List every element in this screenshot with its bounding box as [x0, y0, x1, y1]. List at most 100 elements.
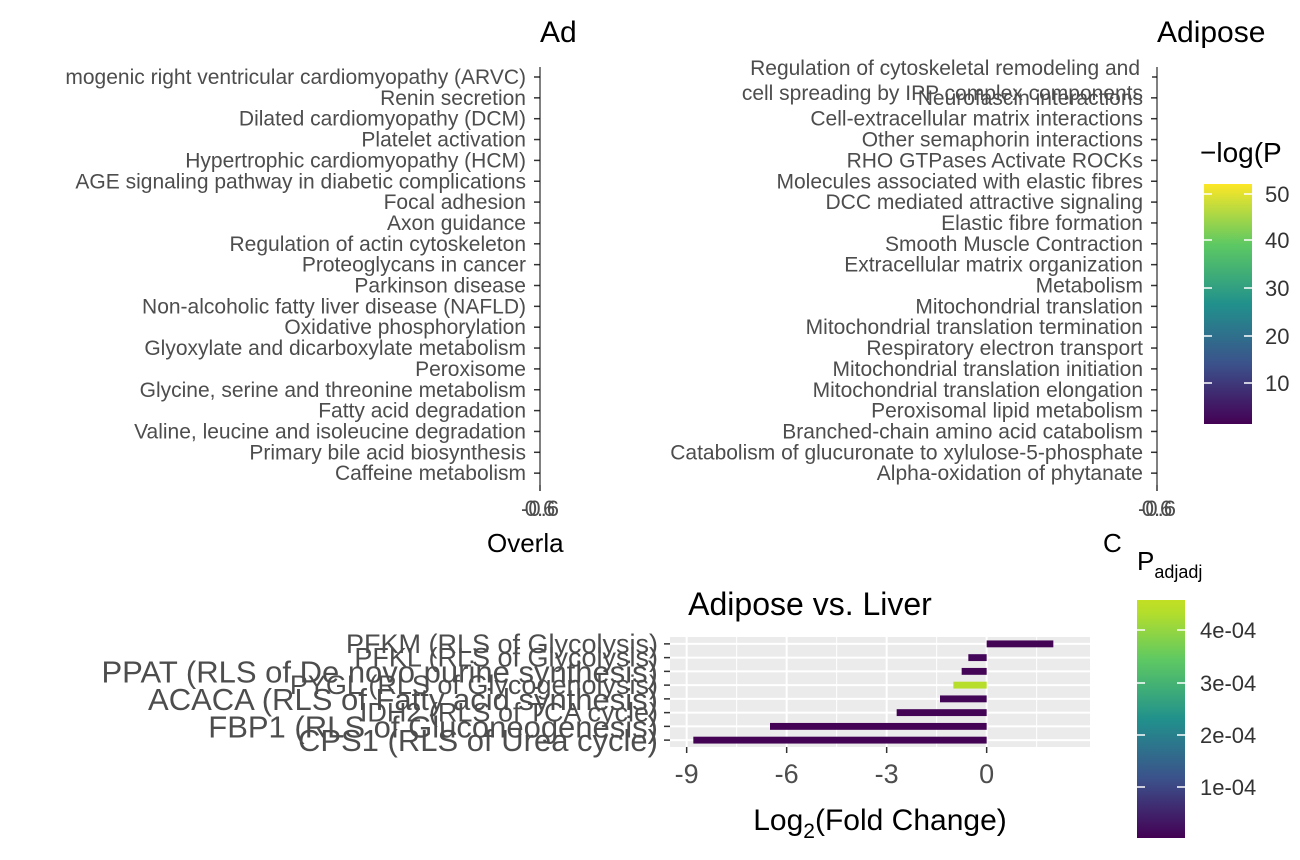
legend-bottom-colorbar: [1137, 600, 1185, 838]
chart-title: Adipose vs. Liver: [688, 586, 932, 622]
panel-top-right-term-label: Mitochondrial translation termination: [806, 316, 1143, 339]
panel-top-left-terms: mogenic right ventricular cardiomyopathy…: [65, 66, 540, 485]
chart-x-tick-label: -3: [875, 759, 899, 789]
chart-x-tick-label: -6: [775, 759, 799, 789]
chart-bar: [953, 681, 987, 689]
legend-top-ticks: 50 40 30 20 10: [1204, 182, 1289, 396]
panel-top-left-term-label: Valine, leucine and isoleucine degradati…: [134, 420, 526, 443]
legend-bottom-tick-label: 1e-04: [1200, 775, 1256, 800]
chart-x-tick-label: -9: [675, 759, 699, 789]
panel-top-right-term-label: Branched-chain amino acid catabolism: [782, 420, 1143, 443]
panel-top-left-term-label: Renin secretion: [380, 87, 526, 110]
chart-x-axis-label: Log2(Fold Change): [753, 804, 1007, 843]
panel-top-right-term-label: Extracellular matrix organization: [844, 254, 1143, 277]
chart-bars: [693, 640, 1054, 744]
panel-top-right-term-label: Peroxisomal lipid metabolism: [871, 400, 1143, 423]
legend-top-colorbar: [1204, 184, 1252, 424]
panel-top-left-x-label: Overla: [487, 528, 564, 558]
panel-top-right-term-label: Molecules associated with elastic fibres: [777, 170, 1144, 193]
panel-top-left-term-label: Caffeine metabolism: [335, 462, 526, 485]
panel-top-left-term-label: Dilated cardiomyopathy (DCM): [239, 108, 526, 131]
legend-top-tick-label: 20: [1265, 324, 1289, 349]
chart-y-tick-label: PPAT (RLS of De novo purine synthesis): [101, 654, 658, 689]
chart-x-tick-label: 0: [979, 759, 994, 789]
panel-top-left-x-tick-label-1: -0.6: [521, 496, 559, 521]
panel-top-left-term-label: Fatty acid degradation: [318, 400, 526, 423]
panel-top-left-term-label: Parkinson disease: [354, 275, 526, 298]
legend-bottom: Padjadj 4e-04 3e-04 2e-04 1e-04: [1137, 546, 1256, 838]
legend-bottom-tick-label: 3e-04: [1200, 671, 1256, 696]
panel-top-left-title: Ad: [540, 16, 577, 49]
panel-top-right-term-label: Metabolism: [1036, 275, 1143, 298]
panel-top-right-term-label: Mitochondrial translation initiation: [833, 358, 1144, 381]
chart-y-labels: PFKM (RLS of Glycolysis)PFKL (RLS of Gly…: [101, 629, 670, 758]
panel-top-right-term-label: Mitochondrial translation: [915, 295, 1143, 318]
panel-top-left-clip: Ad mogenic right ventricular cardiomyopa…: [65, 16, 576, 558]
legend-top-tick-label: 10: [1265, 371, 1289, 396]
legend-top: −log(P 50 40 30 20 10: [1200, 137, 1289, 424]
chart-y-tick-label: PYGL (RLS of Glycogenolysis): [290, 670, 658, 700]
panel-top-left-term-label: Proteoglycans in cancer: [302, 254, 526, 277]
chart-bar: [693, 736, 987, 744]
panel-top-right-title: Adipose: [1157, 16, 1265, 49]
chart-y-tick-label: PFKL (RLS of Glycolysis): [354, 643, 658, 673]
panel-top-right-x-tick-label-1: -0.6: [1138, 496, 1176, 521]
panel-top-right-term-label: Alpha-oxidation of phytanate: [877, 462, 1143, 485]
panel-top-right-terms: Neurofascin interactionsCell-extracellul…: [670, 87, 1157, 485]
panel-top-left-term-label: Primary bile acid biosynthesis: [249, 441, 526, 464]
panel-top-left-term-label: Axon guidance: [387, 212, 526, 235]
panel-top-right-x-tick-label-2: 0.6: [1142, 496, 1173, 521]
panel-top-right-term-label: Respiratory electron transport: [866, 337, 1143, 360]
chart-bar: [986, 640, 1054, 648]
panel-top-left-x-tick-label-2: 0.6: [525, 496, 556, 521]
chart-y-tick-label: ACACA (RLS of Fatty acid synthesis): [148, 682, 658, 717]
panel-top-right-term-label: DCC mediated attractive signaling: [826, 191, 1143, 214]
panel-top-left-term-label: Hypertrophic cardiomyopathy (HCM): [185, 149, 526, 172]
panel-top-right-term-label: RHO GTPases Activate ROCKs: [847, 149, 1143, 172]
chart-y-tick-label: CPS1 (RLS of Urea cycle): [298, 723, 658, 758]
legend-top-title: −log(P: [1200, 137, 1282, 168]
panel-top-right-term-label: Elastic fibre formation: [941, 212, 1143, 235]
legend-bottom-tick-label: 4e-04: [1200, 618, 1256, 643]
panel-top-right-term-label: Neurofascin interactions: [918, 87, 1143, 110]
panel-top-right-term-label: Other semaphorin interactions: [862, 129, 1143, 152]
panel-top-right-term-1-line-2: cell spreading by IPP complex components: [742, 82, 1143, 105]
legend-top-tick-label: 50: [1265, 182, 1289, 207]
chart-bar: [896, 709, 987, 717]
bottom-chart: Adipose vs. Liver PFKM (RLS of Glycolysi…: [101, 586, 1090, 843]
chart-bar: [968, 654, 987, 662]
panel-top-left-term-label: Non-alcoholic fatty liver disease (NAFLD…: [142, 295, 526, 318]
panel-top-left-term-label: Focal adhesion: [384, 191, 526, 214]
panel-top-left-term-label: Peroxisome: [415, 358, 526, 381]
chart-bar: [940, 695, 987, 703]
panel-top-right-x-label: C: [1103, 528, 1122, 558]
panel-top-left-term-label: Glycine, serine and threonine metabolism: [140, 379, 526, 402]
panel-top-left-term-label: Regulation of actin cytoskeleton: [229, 233, 526, 256]
legend-bottom-title: Padjadj: [1137, 546, 1202, 582]
chart-y-tick-label: FBP1 (RLS of Gluconeogenesis): [208, 709, 658, 744]
panel-top-left-term-label: AGE signaling pathway in diabetic compli…: [75, 170, 526, 193]
legend-top-tick-label: 30: [1265, 276, 1289, 301]
legend-bottom-tick-label: 2e-04: [1200, 723, 1256, 748]
panel-top-left-term-label: Platelet activation: [361, 129, 526, 152]
panel-top-left-term-label: mogenic right ventricular cardiomyopathy…: [65, 66, 526, 89]
chart-bar: [770, 722, 987, 730]
panel-top-left-term-label: Glyoxylate and dicarboxylate metabolism: [144, 337, 526, 360]
chart-x-ticks: -9 -6 -3 0: [675, 747, 994, 789]
chart-bar: [961, 667, 987, 675]
chart-y-tick-label: IDH2 (RLS of TCA cycle): [360, 698, 658, 728]
chart-panel-bg: [670, 637, 1090, 747]
panel-top-right-term-label: Smooth Muscle Contraction: [885, 233, 1143, 256]
panel-top-right-term-label: Cell-extracellular matrix interactions: [810, 108, 1143, 131]
panel-top-right: Adipose Regulation of cytoskeletal remod…: [670, 16, 1265, 558]
panel-top-right-term-1-line-1: Regulation of cytoskeletal remodeling an…: [750, 57, 1140, 80]
panel-top-left: Ad mogenic right ventricular cardiomyopa…: [65, 16, 576, 558]
legend-top-tick-label: 40: [1265, 228, 1289, 253]
chart-y-tick-label: PFKM (RLS of Glycolysis): [346, 629, 658, 659]
panel-top-right-term-label: Mitochondrial translation elongation: [813, 379, 1143, 402]
panel-top-left-term-label: Oxidative phosphorylation: [284, 316, 526, 339]
panel-top-right-term-label: Catabolism of glucuronate to xylulose-5-…: [670, 441, 1143, 464]
legend-bottom-ticks: 4e-04 3e-04 2e-04 1e-04: [1137, 618, 1256, 800]
